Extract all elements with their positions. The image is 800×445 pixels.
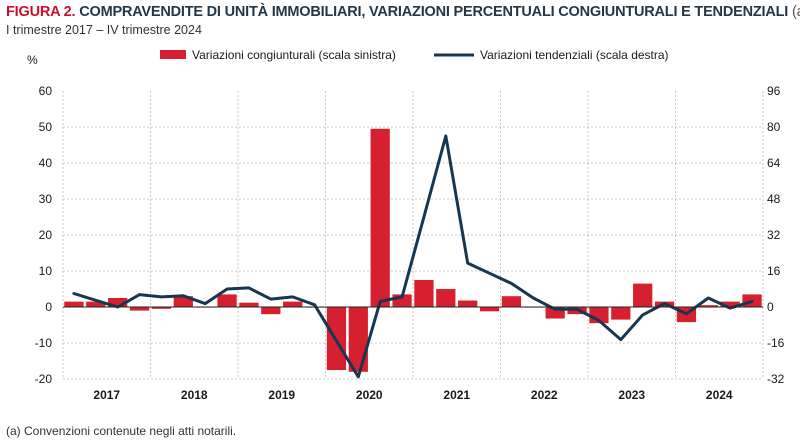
bar: [348, 307, 368, 372]
y-left-tick-label: -20: [35, 372, 53, 386]
x-year-label: 2018: [181, 388, 208, 402]
y-left-tick-label: 50: [39, 120, 53, 134]
y-left-tick-label: 60: [39, 84, 53, 98]
x-year-label: 2022: [531, 388, 558, 402]
y-left-tick-label: 30: [39, 192, 53, 206]
legend-line-label: Variazioni tendenziali (scala destra): [480, 48, 669, 62]
bar: [720, 301, 740, 307]
bar: [611, 307, 631, 320]
chart: -20 -10 0 10 20 30 40 50 60 -32 -16 0 16 32 48 64 80 96 20…: [27, 48, 785, 402]
y-right-tick-label: -16: [767, 336, 785, 350]
y-right-tick-label: 32: [767, 228, 781, 242]
grid: [62, 91, 764, 380]
y-right-tick-label: 0: [767, 300, 774, 314]
chart-subtitle: I trimestre 2017 – IV trimestre 2024: [6, 23, 202, 37]
x-year-label: 2023: [618, 388, 645, 402]
bar: [239, 302, 259, 307]
y-left-tick-label: 10: [39, 264, 53, 278]
series-line: [72, 134, 754, 379]
bar: [458, 300, 478, 307]
bar: [479, 307, 500, 312]
chart-title: FIGURA 2. COMPRAVENDITE DI UNITÀ IMMOBIL…: [6, 4, 800, 20]
legend-bar-label: Variazioni congiunturali (scala sinistra…: [192, 48, 396, 62]
bar: [64, 301, 84, 307]
figure-title-note: (a).: [791, 4, 800, 20]
x-year-label: 2021: [443, 388, 470, 402]
unit-label: %: [27, 53, 38, 67]
bar: [501, 296, 522, 307]
y-left-tick-label: 20: [39, 228, 53, 242]
x-year-label: 2020: [356, 388, 383, 402]
footnote: (a) Convenzioni contenute negli atti not…: [6, 424, 237, 438]
bar: [108, 298, 128, 307]
x-year-label: 2024: [706, 388, 733, 402]
y-right-tick-label: 64: [767, 156, 781, 170]
legend-bar-swatch: [160, 50, 186, 59]
bar: [414, 280, 434, 307]
y-right-tick-label: 16: [767, 264, 781, 278]
line-series-tendenziali: [72, 134, 754, 379]
bar: [370, 128, 390, 307]
axes: -20 -10 0 10 20 30 40 50 60 -32 -16 0 16 32 48 64 80 96 20…: [35, 84, 785, 402]
bar: [129, 307, 150, 311]
x-year-label: 2019: [268, 388, 295, 402]
bar: [633, 283, 653, 307]
y-left-tick-label: 40: [39, 156, 53, 170]
y-left-tick-label: -10: [35, 336, 53, 350]
y-right-tick-label: -32: [767, 372, 785, 386]
figure-label: FIGURA 2.: [6, 4, 76, 20]
y-right-tick-label: 80: [767, 120, 781, 134]
bar: [86, 301, 106, 307]
y-right-tick-label: 96: [767, 84, 781, 98]
bar: [217, 294, 237, 307]
bar: [283, 301, 303, 307]
bar: [545, 307, 565, 319]
bar: [173, 296, 193, 307]
bar: [151, 307, 172, 309]
x-year-label: 2017: [93, 388, 120, 402]
bar: [698, 305, 718, 307]
figure-title: COMPRAVENDITE DI UNITÀ IMMOBILIARI, VARI…: [79, 4, 789, 20]
bar: [261, 307, 281, 315]
y-left-tick-label: 0: [45, 300, 52, 314]
y-right-tick-label: 48: [767, 192, 781, 206]
bar: [436, 289, 456, 307]
